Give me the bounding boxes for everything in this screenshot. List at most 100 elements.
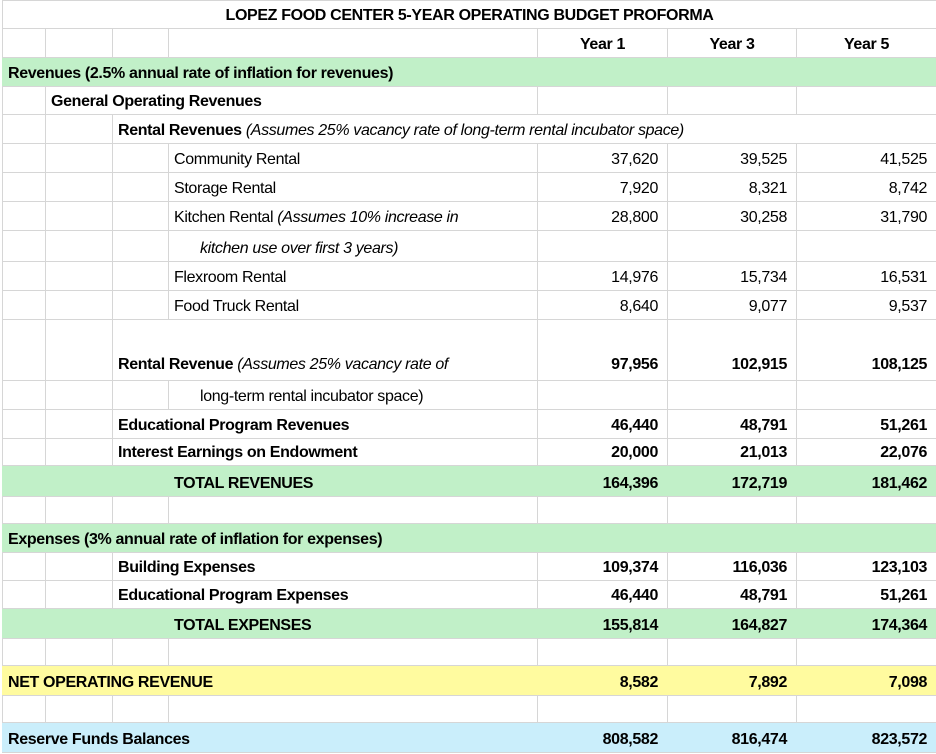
value-year-5[interactable]: 9,537	[795, 290, 936, 320]
cell[interactable]	[2, 114, 46, 144]
value-year-3[interactable]: 48,791	[667, 409, 797, 439]
value-year-5[interactable]: 174,364	[795, 608, 936, 639]
cell[interactable]	[2, 380, 46, 410]
value-year-1[interactable]: 37,620	[537, 143, 668, 173]
cell[interactable]	[45, 409, 113, 439]
revenues-section-header[interactable]: Revenues (2.5% annual rate of inflation …	[1, 57, 936, 87]
cell[interactable]	[537, 230, 668, 262]
cell[interactable]	[45, 638, 113, 666]
cell[interactable]	[112, 201, 169, 231]
value-year-3[interactable]: 8,321	[667, 172, 797, 202]
cell[interactable]	[45, 172, 113, 202]
row-label[interactable]: Educational Program Revenues	[112, 409, 538, 439]
cell[interactable]	[2, 465, 169, 497]
cell[interactable]	[112, 261, 169, 291]
value-year-5[interactable]: 41,525	[795, 143, 936, 173]
cell[interactable]	[2, 28, 46, 58]
value-year-3[interactable]: 48,791	[667, 580, 797, 609]
cell[interactable]	[795, 496, 936, 524]
value-year-3[interactable]: 30,258	[667, 201, 797, 231]
general-operating-revenues-label[interactable]: General Operating Revenues	[45, 86, 538, 115]
cell[interactable]	[45, 580, 113, 609]
cell[interactable]	[795, 86, 936, 115]
kitchen-note-continued[interactable]: kitchen use over first 3 years)	[168, 230, 538, 262]
value-year-5[interactable]: 31,790	[795, 201, 936, 231]
cell[interactable]	[667, 695, 797, 723]
cell[interactable]	[2, 143, 46, 173]
cell[interactable]	[2, 86, 46, 115]
cell[interactable]	[537, 496, 668, 524]
cell[interactable]	[45, 319, 113, 381]
value-year-5[interactable]: 7,098	[795, 665, 936, 696]
value-year-5[interactable]: 16,531	[795, 261, 936, 291]
row-label[interactable]: Educational Program Expenses	[112, 580, 538, 609]
header-year-5[interactable]: Year 5	[795, 28, 936, 58]
value-year-3[interactable]: 102,915	[667, 319, 797, 381]
cell[interactable]	[667, 638, 797, 666]
cell[interactable]	[795, 380, 936, 410]
row-label[interactable]: Building Expenses	[112, 552, 538, 581]
cell[interactable]	[112, 380, 169, 410]
cell[interactable]	[537, 380, 668, 410]
value-year-3[interactable]: 39,525	[667, 143, 797, 173]
value-year-5[interactable]: 123,103	[795, 552, 936, 581]
row-label[interactable]: Reserve Funds Balances	[2, 722, 538, 753]
cell[interactable]	[2, 319, 46, 381]
value-year-1[interactable]: 46,440	[537, 409, 668, 439]
cell[interactable]	[2, 438, 46, 466]
cell[interactable]	[2, 261, 46, 291]
value-year-5[interactable]: 8,742	[795, 172, 936, 202]
value-year-1[interactable]: 8,582	[537, 665, 668, 696]
rental-revenue-note-continued[interactable]: long-term rental incubator space)	[168, 380, 538, 410]
cell[interactable]	[112, 695, 169, 723]
cell[interactable]	[45, 230, 113, 262]
cell[interactable]	[2, 608, 169, 639]
cell[interactable]	[112, 230, 169, 262]
value-year-5[interactable]: 51,261	[795, 580, 936, 609]
cell[interactable]	[45, 290, 113, 320]
cell[interactable]	[45, 114, 113, 144]
cell[interactable]	[795, 230, 936, 262]
value-year-5[interactable]: 51,261	[795, 409, 936, 439]
value-year-3[interactable]: 21,013	[667, 438, 797, 466]
row-label[interactable]: Interest Earnings on Endowment	[112, 438, 538, 466]
value-year-1[interactable]: 109,374	[537, 552, 668, 581]
cell[interactable]	[45, 438, 113, 466]
cell[interactable]	[537, 86, 668, 115]
value-year-1[interactable]: 164,396	[537, 465, 668, 497]
cell[interactable]	[45, 261, 113, 291]
value-year-3[interactable]: 116,036	[667, 552, 797, 581]
cell[interactable]	[168, 638, 538, 666]
header-year-3[interactable]: Year 3	[667, 28, 797, 58]
value-year-1[interactable]: 155,814	[537, 608, 668, 639]
value-year-1[interactable]: 8,640	[537, 290, 668, 320]
cell[interactable]	[112, 638, 169, 666]
cell[interactable]	[2, 172, 46, 202]
value-year-1[interactable]: 808,582	[537, 722, 668, 753]
row-label[interactable]: NET OPERATING REVENUE	[2, 665, 538, 696]
value-year-1[interactable]: 7,920	[537, 172, 668, 202]
row-label[interactable]: Community Rental	[168, 143, 538, 173]
value-year-5[interactable]: 181,462	[795, 465, 936, 497]
row-label[interactable]: TOTAL EXPENSES	[168, 608, 538, 639]
expenses-section-header[interactable]: Expenses (3% annual rate of inflation fo…	[1, 523, 936, 553]
cell[interactable]	[2, 496, 46, 524]
cell[interactable]	[112, 172, 169, 202]
cell[interactable]	[45, 695, 113, 723]
cell[interactable]	[2, 695, 46, 723]
row-label[interactable]: Kitchen Rental (Assumes 10% increase in	[168, 201, 538, 231]
cell[interactable]	[537, 695, 668, 723]
value-year-1[interactable]: 14,976	[537, 261, 668, 291]
cell[interactable]	[2, 290, 46, 320]
cell[interactable]	[112, 496, 169, 524]
value-year-3[interactable]: 816,474	[667, 722, 797, 753]
cell[interactable]	[795, 695, 936, 723]
value-year-5[interactable]: 823,572	[795, 722, 936, 753]
cell[interactable]	[45, 201, 113, 231]
cell[interactable]	[667, 380, 797, 410]
row-label[interactable]: Storage Rental	[168, 172, 538, 202]
value-year-1[interactable]: 28,800	[537, 201, 668, 231]
cell[interactable]	[168, 695, 538, 723]
cell[interactable]	[2, 201, 46, 231]
value-year-3[interactable]: 7,892	[667, 665, 797, 696]
